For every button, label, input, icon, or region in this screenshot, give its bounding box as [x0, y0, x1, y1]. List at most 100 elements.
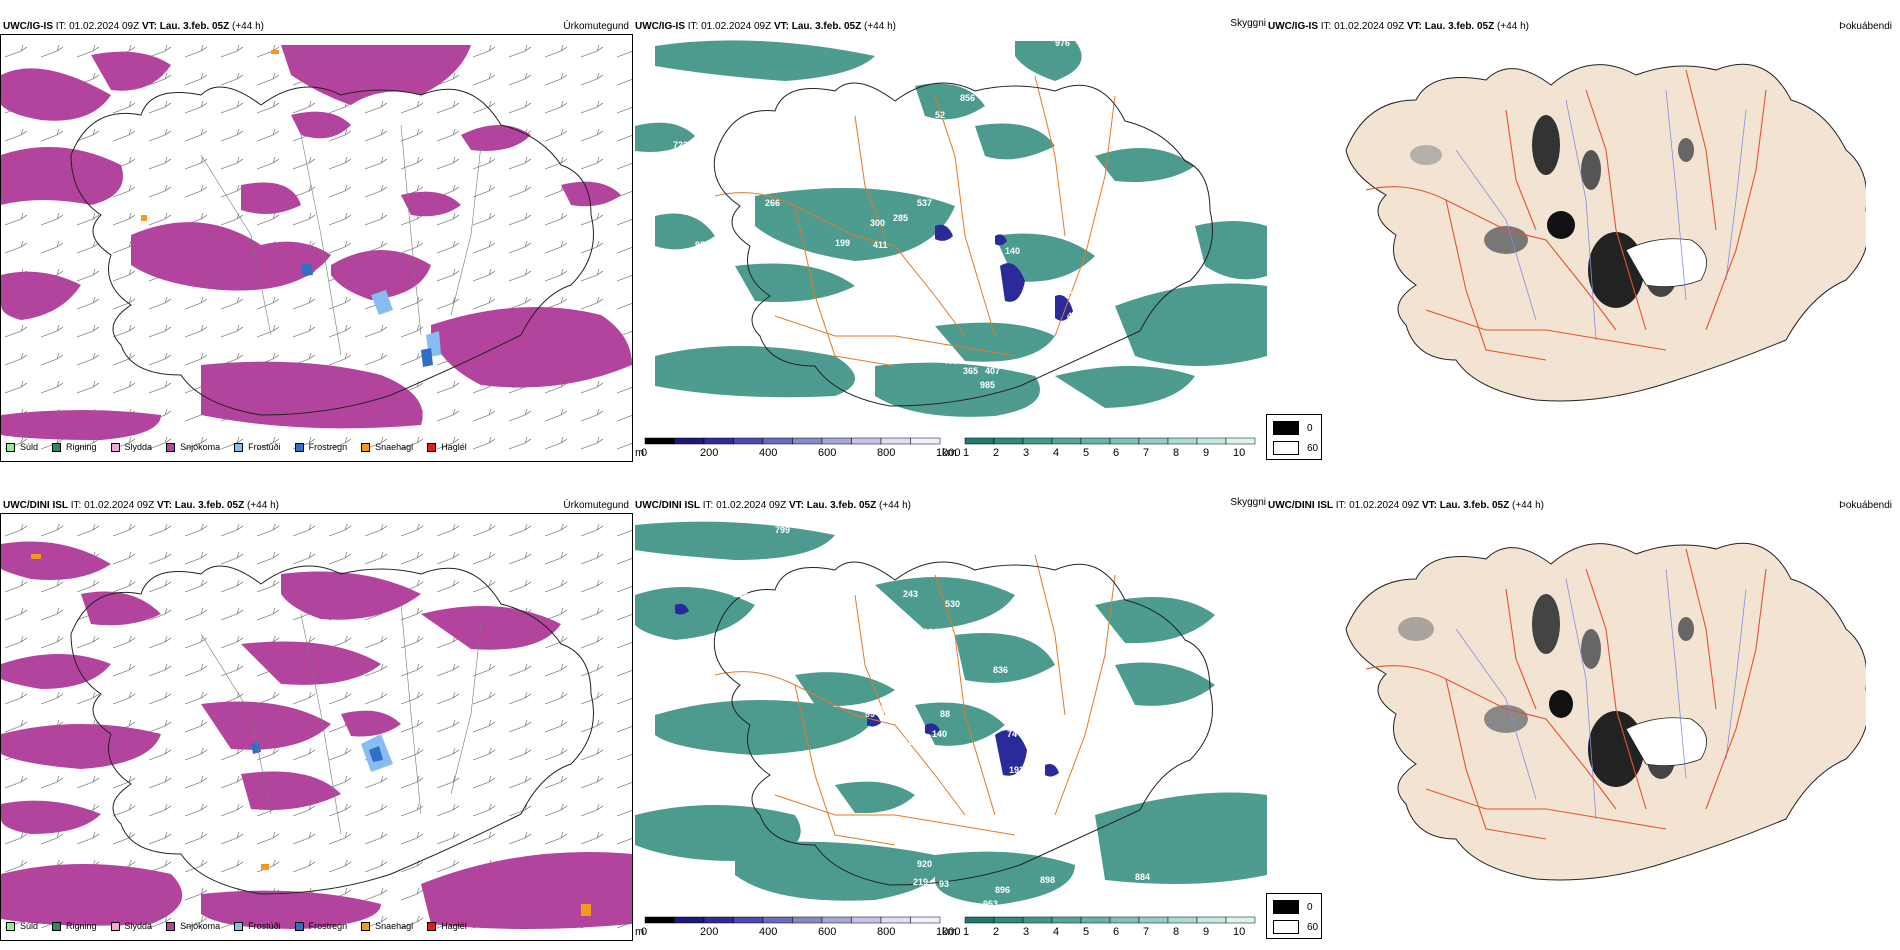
- scale-swatch: [762, 916, 793, 924]
- scale-m-unit: m: [635, 447, 644, 459]
- station-value-label: 142: [883, 729, 898, 739]
- scale-tick-label: 6: [1113, 926, 1119, 938]
- scale-swatch: [964, 437, 995, 445]
- road-network: [714, 75, 1116, 367]
- scale-tick-label: 7: [1143, 926, 1149, 938]
- fog-panel-2: UWC/DINI ISL IT: 01.02.2024 09Z VT: Lau.…: [1266, 497, 1900, 942]
- scale-swatch: [851, 916, 882, 924]
- scale-swatch: [821, 437, 852, 445]
- scale-tick-label: 3: [1023, 447, 1029, 459]
- station-value-label: 204: [923, 627, 938, 637]
- it-label: IT:: [687, 21, 699, 32]
- legend-item: Snaehagl: [361, 442, 413, 452]
- scale-swatch: [910, 916, 941, 924]
- station-value-label: 407: [985, 366, 1000, 376]
- legend-label: Snjókoma: [180, 921, 221, 931]
- low-visibility-areas: [635, 40, 1267, 417]
- scale-tick-label: 8: [1173, 447, 1179, 459]
- panel-header: UWC/IG-IS IT: 01.02.2024 09Z VT: Lau. 3.…: [1268, 21, 1529, 33]
- scale-swatch: [703, 916, 734, 924]
- road-network: [1365, 69, 1767, 361]
- scale-swatch: [1196, 916, 1227, 924]
- station-value-label: 284: [900, 619, 915, 629]
- iceland-outline: [713, 561, 1213, 886]
- scale-swatch: [964, 916, 995, 924]
- station-value-label: 266: [765, 198, 780, 208]
- precip-map[interactable]: [0, 513, 633, 941]
- visibility-title: Skyggni: [1230, 18, 1266, 29]
- station-value-label: 140: [1005, 246, 1020, 256]
- scale-tick-label: 600: [818, 926, 836, 938]
- lead-time: (+44 h): [247, 500, 279, 511]
- model-name: UWC/DINI ISL: [3, 500, 68, 511]
- it-label: IT:: [1320, 21, 1332, 32]
- station-value-label: 193: [1009, 765, 1024, 775]
- station-value-label: 896: [935, 802, 950, 812]
- it-label: IT:: [55, 21, 67, 32]
- precip-panel-2: UWC/DINI ISL IT: 01.02.2024 09Z VT: Lau.…: [0, 497, 635, 942]
- station-value-label: 243: [903, 589, 918, 599]
- legend-swatch: [427, 442, 437, 452]
- legend-item: Frostúði: [234, 921, 281, 931]
- station-value-label: 589: [941, 679, 956, 689]
- station-value-label: 93: [939, 879, 949, 889]
- scale-swatch: [1051, 916, 1082, 924]
- scale-swatch: [792, 916, 823, 924]
- scale-swatch: [762, 437, 793, 445]
- fog-map[interactable]: [1306, 40, 1869, 440]
- glacier-area: [1625, 238, 1708, 288]
- iceland-land: [1345, 63, 1869, 402]
- scale-km-unit: km: [942, 447, 957, 459]
- legend-item: Haglél: [427, 921, 467, 931]
- scale-swatch: [1051, 437, 1082, 445]
- legend-swatch: [6, 442, 15, 452]
- scale-swatch: [880, 437, 911, 445]
- fog-map[interactable]: [1306, 519, 1869, 919]
- legend-item: Slydda: [110, 442, 152, 452]
- station-value-label: 530: [945, 599, 960, 609]
- legend-item: Snjókoma: [166, 921, 220, 931]
- legend-label: Súld: [20, 442, 39, 452]
- scale-swatch: [1080, 437, 1111, 445]
- station-value-label: 221: [775, 250, 790, 260]
- panel-header: UWC/IG-IS IT: 01.02.2024 09Z VT: Lau. 3.…: [3, 21, 264, 33]
- scale-tick-label: 8: [1173, 926, 1179, 938]
- scale-swatch: [821, 916, 852, 924]
- station-value-label: 78: [948, 220, 958, 230]
- river-lines: [200, 603, 482, 835]
- lead-time: (+44 h): [879, 500, 911, 511]
- precip-legend: Súld Rigning Slydda Snjókoma Frostúði Fr…: [6, 921, 481, 931]
- road-network: [714, 554, 1116, 846]
- legend-label: Haglél: [441, 921, 467, 931]
- station-value-label: 219: [913, 877, 928, 887]
- precip-map-svg: [1, 514, 632, 940]
- legend-label: 60: [1307, 442, 1319, 454]
- vt-label: VT: Lau. 3.feb. 05Z: [773, 21, 862, 32]
- station-value-label: 953: [983, 899, 998, 909]
- lead-time: (+44 h): [1497, 21, 1529, 32]
- station-labels: 954 976 856 52 723 266 537 285 300 78 112 955 199 411…: [673, 36, 1080, 390]
- fog-map-svg: [1345, 63, 1869, 402]
- scale-tick-label: 200: [700, 926, 718, 938]
- legend-label: 0: [1307, 901, 1313, 913]
- precip-map[interactable]: [0, 34, 633, 462]
- visibility-map[interactable]: 799 188 243 530 952 284 204 297 456 836 343 589 583 8…: [635, 515, 1267, 910]
- legend-label: Slydda: [124, 921, 153, 931]
- legend-swatch: [110, 442, 120, 452]
- visibility-panel-2: UWC/DINI ISL IT: 01.02.2024 09Z VT: Lau.…: [635, 497, 1270, 942]
- scale-tick-label: 1000: [936, 447, 960, 459]
- visibility-map[interactable]: 954 976 856 52 723 266 537 285 300 78 112 955 199 411…: [635, 36, 1267, 431]
- legend-item: Slydda: [110, 921, 153, 931]
- station-value-label: 955: [695, 240, 710, 250]
- station-value-label: 365: [963, 366, 978, 376]
- station-value-label: 537: [917, 198, 932, 208]
- vt-label: VT: Lau. 3.feb. 05Z: [1406, 21, 1495, 32]
- scale-tick-label: 6: [1113, 447, 1119, 459]
- scale-swatch: [674, 437, 705, 445]
- legend-swatch: [110, 921, 120, 931]
- it-value: 01.02.2024 09Z: [701, 21, 772, 32]
- visibility-map-svg: 799 188 243 530 952 284 204 297 456 836 343 589 583 8…: [635, 521, 1267, 909]
- legend-swatch: [166, 921, 176, 931]
- precip-map-svg: [1, 35, 632, 461]
- legend-item: Snjókoma: [166, 442, 220, 452]
